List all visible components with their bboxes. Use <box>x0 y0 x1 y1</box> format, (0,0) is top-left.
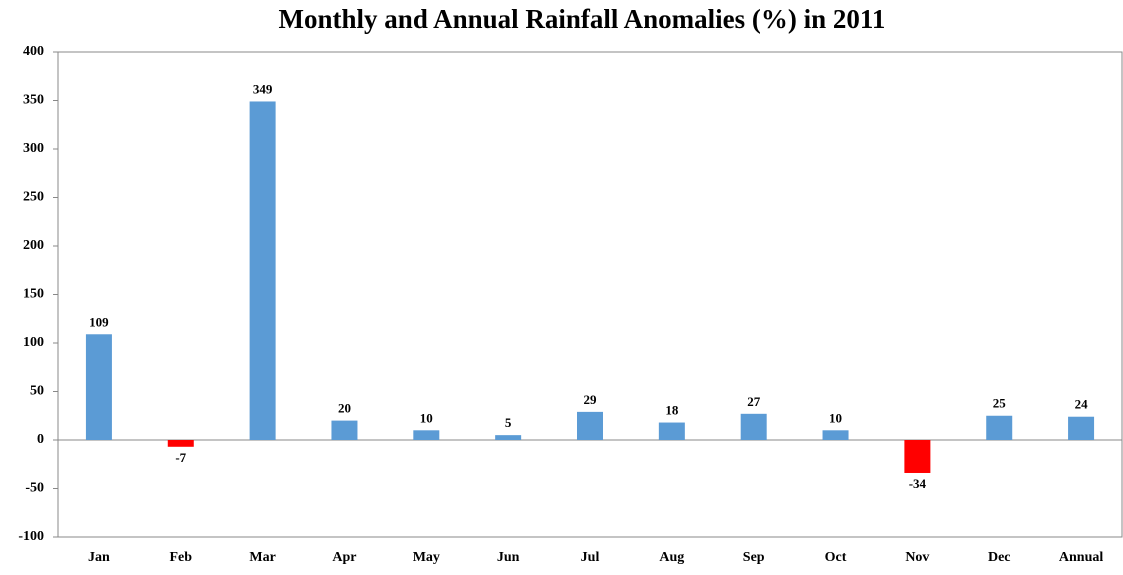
data-label: 349 <box>253 81 273 96</box>
x-tick-label: Oct <box>825 550 847 565</box>
bar <box>331 420 358 440</box>
y-tick-label: 350 <box>23 93 44 108</box>
data-label: -7 <box>175 450 186 465</box>
x-tick-label: Nov <box>905 550 929 565</box>
y-tick-label: -50 <box>25 481 44 496</box>
plot-frame <box>57 51 1123 538</box>
data-label: 20 <box>338 401 351 416</box>
bar <box>249 101 276 440</box>
bar <box>577 411 603 440</box>
x-tick-label: May <box>413 550 440 565</box>
y-tick-label: 0 <box>37 432 44 447</box>
x-tick-label: Annual <box>1059 550 1103 565</box>
bar <box>85 334 112 440</box>
y-tick-label: 400 <box>23 44 44 59</box>
bar <box>658 422 685 440</box>
chart-title: Monthly and Annual Rainfall Anomalies (%… <box>279 4 886 34</box>
y-tick-label: 300 <box>23 141 44 156</box>
bar <box>904 440 931 473</box>
x-tick-label: Dec <box>988 550 1011 565</box>
data-label: 24 <box>1075 397 1089 412</box>
bar <box>822 430 849 440</box>
y-tick-label: 200 <box>23 238 44 253</box>
x-tick-label: Jul <box>581 550 600 565</box>
bar <box>495 435 522 440</box>
bar <box>986 415 1013 440</box>
data-label: 27 <box>747 394 761 409</box>
data-label: 29 <box>584 392 598 407</box>
y-tick-label: 250 <box>23 190 44 205</box>
y-tick-label: 100 <box>23 335 44 350</box>
data-label: 5 <box>505 415 512 430</box>
y-tick-label: -100 <box>18 529 44 544</box>
data-label: 109 <box>89 314 109 329</box>
data-label: 10 <box>420 410 433 425</box>
x-tick-label: Jan <box>88 550 110 565</box>
x-tick-label: Apr <box>332 550 356 565</box>
data-label: -34 <box>909 476 927 491</box>
x-tick-label: Mar <box>249 550 275 565</box>
x-tick-label: Sep <box>743 550 765 565</box>
x-tick-label: Feb <box>169 550 192 565</box>
bar <box>740 413 767 440</box>
bar <box>1068 416 1095 440</box>
x-tick-label: Jun <box>497 550 520 565</box>
data-label: 18 <box>665 403 679 418</box>
bar <box>167 440 194 447</box>
y-tick-label: 150 <box>23 287 44 302</box>
x-tick-label: Aug <box>659 550 684 565</box>
data-label: 10 <box>829 410 842 425</box>
y-tick-label: 50 <box>30 384 44 399</box>
bar <box>413 430 440 440</box>
data-label: 25 <box>993 396 1007 411</box>
